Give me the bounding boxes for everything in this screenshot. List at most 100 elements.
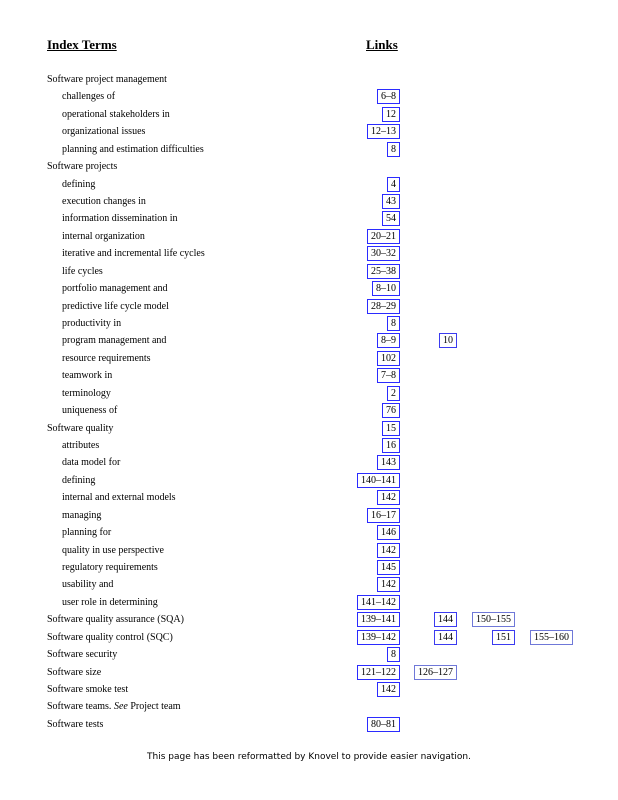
see-reference-label: See — [113, 701, 128, 713]
index-entry: challenges of 6–8 — [0, 89, 618, 106]
page-link[interactable]: 30–32 — [367, 246, 400, 262]
index-subterm: iterative and incremental life cycles — [62, 248, 205, 259]
term-text: operational stakeholders in — [62, 108, 170, 120]
page-link[interactable]: 43 — [382, 194, 400, 209]
index-subterm: organizational issues — [62, 126, 145, 137]
index-entry: Software size 121–122 126–127 — [0, 664, 618, 682]
term-text: productivity in — [62, 318, 122, 330]
index-term: Software project management — [47, 74, 167, 85]
term-text: Software teams. — [47, 701, 114, 713]
page-link[interactable]: 151 — [492, 629, 515, 645]
index-term: Software quality — [47, 423, 113, 434]
index-subterm: predictive life cycle model — [62, 301, 169, 312]
index-subterm: life cycles — [62, 266, 103, 277]
index-entry: defining 140–141 — [0, 472, 618, 490]
term-text: resource requirements — [62, 352, 151, 364]
page-link[interactable]: 25–38 — [367, 263, 400, 279]
index-subterm: defining — [62, 179, 95, 190]
index-entry: productivity in 8 — [0, 316, 618, 333]
index-subterm: productivity in — [62, 318, 121, 329]
term-text: user role in determining — [62, 596, 158, 608]
term-text: Software smoke test — [47, 684, 129, 696]
index-entry: user role in determining 141–142 — [0, 594, 618, 612]
index-entry: Software tests 80–81 — [0, 716, 618, 734]
index-subterm: teamwork in — [62, 370, 112, 381]
index-subterm: terminology — [62, 388, 111, 399]
index-entry: quality in use perspective 142 — [0, 542, 618, 560]
page-link[interactable]: 12 — [382, 106, 400, 122]
index-subterm: usability and — [62, 579, 113, 590]
term-text: iterative and incremental life cycles — [62, 248, 205, 260]
page-link[interactable]: 145 — [377, 560, 400, 576]
page-link[interactable]: 6–8 — [377, 89, 400, 105]
page-link[interactable]: 8 — [387, 316, 400, 332]
page-link[interactable]: 16–17 — [367, 507, 400, 523]
page-link[interactable]: 141–142 — [357, 594, 400, 610]
page-link[interactable]: 121–122 — [357, 664, 400, 680]
term-text: managing — [62, 509, 102, 521]
page-link[interactable]: 80–81 — [367, 716, 400, 732]
page-link[interactable]: 76 — [382, 403, 400, 419]
page-link[interactable]: 7–8 — [377, 368, 400, 384]
term-text: internal and external models — [62, 492, 176, 504]
page-link[interactable]: 140–141 — [357, 472, 400, 488]
index-entry: information dissemination in 54 — [0, 211, 618, 228]
term-text: portfolio management and — [62, 283, 168, 295]
page-link[interactable]: 8–9 — [377, 333, 400, 349]
index-entry: predictive life cycle model 28–29 — [0, 298, 618, 316]
page-link[interactable]: 142 — [377, 542, 400, 558]
index-subterm: portfolio management and — [62, 283, 168, 294]
page-link[interactable]: 15 — [382, 420, 400, 436]
term-text: information dissemination in — [62, 213, 178, 225]
index-entry: Software quality control (SQC) 139–142 144… — [0, 629, 618, 647]
index-entry: operational stakeholders in 12 — [0, 106, 618, 124]
page-link[interactable]: 2 — [387, 385, 400, 401]
page-link[interactable]: 102 — [377, 350, 400, 366]
index-entry: planning and estimation difficulties 8 — [0, 141, 618, 159]
page-link[interactable]: 139–142 — [357, 629, 400, 645]
index-subterm: user role in determining — [62, 597, 158, 608]
index-entry: uniqueness of 76 — [0, 403, 618, 420]
page-link[interactable]: 142 — [377, 490, 400, 506]
term-text: Software size — [47, 666, 102, 678]
term-text: Software tests — [47, 718, 104, 730]
index-entry: resource requirements 102 — [0, 350, 618, 368]
term-text: data model for — [62, 457, 121, 469]
page-link[interactable]: 4 — [387, 176, 400, 192]
index-subterm: operational stakeholders in — [62, 109, 170, 120]
page-link[interactable]: 12–13 — [367, 124, 400, 140]
index-term: Software smoke test — [47, 684, 128, 695]
page-link[interactable]: 54 — [382, 211, 400, 227]
page-link[interactable]: 126–127 — [414, 664, 457, 680]
page-link[interactable]: 10 — [439, 333, 457, 349]
page-link[interactable]: 142 — [377, 682, 400, 698]
term-text: internal organization — [62, 230, 145, 242]
term-text: attributes — [62, 440, 100, 452]
index-entry: defining 4 — [0, 176, 618, 194]
page-link[interactable]: 16 — [382, 438, 400, 454]
term-text: Software quality assurance (SQA) — [47, 614, 184, 626]
page-link[interactable]: 144 — [434, 612, 457, 628]
page-link[interactable]: 139–141 — [357, 612, 400, 628]
index-term: Software quality assurance (SQA) — [47, 614, 184, 625]
page-link[interactable]: 150–155 — [472, 612, 515, 628]
term-text: uniqueness of — [62, 405, 118, 417]
page-link[interactable]: 142 — [377, 577, 400, 593]
index-subterm: quality in use perspective — [62, 545, 164, 556]
page-link[interactable]: 146 — [377, 525, 400, 541]
page-link[interactable]: 20–21 — [367, 228, 400, 244]
index-entry: Software teams. See Project team — [0, 699, 618, 716]
term-text: planning and estimation difficulties — [62, 143, 204, 155]
page-link[interactable]: 8–10 — [372, 281, 400, 297]
page-link[interactable]: 8 — [387, 647, 400, 663]
page-link[interactable]: 143 — [377, 455, 400, 471]
page-link[interactable]: 144 — [434, 629, 457, 645]
page-link[interactable]: 8 — [387, 141, 400, 157]
page-link[interactable]: 155–160 — [530, 629, 573, 645]
term-text: Software security — [47, 649, 118, 661]
term-text: program management and — [62, 335, 167, 347]
index-term: Software size — [47, 667, 101, 678]
index-term: Software security — [47, 649, 117, 660]
index-subterm: execution changes in — [62, 196, 146, 207]
page-link[interactable]: 28–29 — [367, 298, 400, 314]
